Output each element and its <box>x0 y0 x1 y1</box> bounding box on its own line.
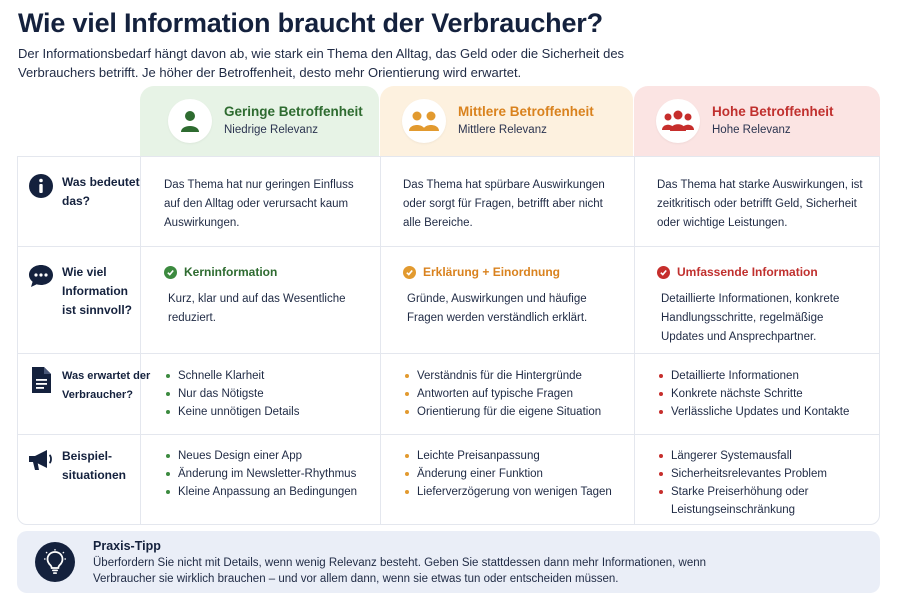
check-circle-icon <box>164 266 177 279</box>
cell-examples-medium: Leichte Preisanpassung Änderung einer Fu… <box>403 447 623 501</box>
column-title: Geringe Betroffenheit <box>224 104 363 119</box>
comparison-table: Was bedeutet das? Das Thema hat nur geri… <box>17 156 880 525</box>
column-title: Hohe Betroffenheit <box>712 104 834 119</box>
cell-heading: Umfassende Information <box>677 265 818 279</box>
list-item: Orientierung für die eigene Situation <box>403 403 623 421</box>
column-header-medium: Mittlere Betroffenheit Mittlere Relevanz <box>380 86 633 156</box>
cell-text: Kurz, klar und auf das Wesentliche reduz… <box>168 293 346 324</box>
row-label-amount: Wie viel Information ist sinnvoll? <box>28 263 142 320</box>
page-title: Wie viel Information braucht der Verbrau… <box>18 8 603 38</box>
list-item: Detaillierte Informationen <box>657 367 872 385</box>
column-header-high: Hohe Betroffenheit Hohe Relevanz <box>634 86 880 156</box>
list-item: Neues Design einer App <box>164 447 369 465</box>
cell-heading: Kerninformation <box>184 265 278 279</box>
list-item: Antworten auf typische Fragen <box>403 385 623 403</box>
row-label-text: Wie viel Information ist sinnvoll? <box>62 265 133 317</box>
list-item: Sicherheitsrelevantes Problem <box>657 465 857 483</box>
list-item: Kleine Anpassung an Bedingungen <box>164 483 369 501</box>
cell-meaning-low: Das Thema hat nur geringen Einfluss auf … <box>164 179 354 229</box>
column-title: Mittlere Betroffenheit <box>458 104 594 119</box>
list-item: Konkrete nächste Schritte <box>657 385 872 403</box>
lightbulb-icon <box>35 542 75 582</box>
check-circle-icon <box>403 266 416 279</box>
cell-heading: Erklärung + Einordnung <box>423 265 561 279</box>
column-subtitle: Niedrige Relevanz <box>224 124 318 136</box>
document-icon <box>28 367 54 393</box>
check-circle-icon <box>657 266 670 279</box>
list-item: Keine unnötigen Details <box>164 403 369 421</box>
column-subtitle: Hohe Relevanz <box>712 124 791 136</box>
column-header-low: Geringe Betroffenheit Niedrige Relevanz <box>140 86 379 156</box>
tip-title: Praxis-Tipp <box>93 538 161 553</box>
list-item: Starke Preiserhöhung oder Leistungseinsc… <box>657 483 857 519</box>
cell-text: Gründe, Auswirkungen und häufige Fragen … <box>407 293 588 324</box>
row-label-text: Beispiel-situationen <box>62 449 127 482</box>
tip-text: Überfordern Sie nicht mit Details, wenn … <box>93 556 707 585</box>
cell-examples-low: Neues Design einer App Änderung im Newsl… <box>164 447 369 501</box>
single-person-icon <box>168 99 212 143</box>
cell-meaning-high: Das Thema hat starke Auswirkungen, ist z… <box>657 179 863 229</box>
list-item: Verständnis für die Hintergründe <box>403 367 623 385</box>
list-item: Änderung im Newsletter-Rhythmus <box>164 465 369 483</box>
row-label-text: Was bedeutet das? <box>62 175 140 208</box>
page-subtitle: Der Informationsbedarf hängt davon ab, w… <box>18 46 625 80</box>
list-item: Schnelle Klarheit <box>164 367 369 385</box>
list-item: Längerer Systemausfall <box>657 447 857 465</box>
cell-meaning-medium: Das Thema hat spürbare Auswirkungen oder… <box>403 179 605 229</box>
list-item: Änderung einer Funktion <box>403 465 623 483</box>
two-people-icon <box>402 99 446 143</box>
group-people-icon <box>656 99 700 143</box>
megaphone-icon <box>28 447 54 473</box>
row-label-meaning: Was bedeutet das? <box>28 173 142 211</box>
cell-expectation-high: Detaillierte Informationen Konkrete näch… <box>657 367 872 421</box>
list-item: Lieferverzögerung von wenigen Tagen <box>403 483 623 501</box>
cell-expectation-medium: Verständnis für die Hintergründe Antwort… <box>403 367 623 421</box>
cell-amount-low: Kerninformation Kurz, klar und auf das W… <box>164 263 369 328</box>
list-item: Nur das Nötigste <box>164 385 369 403</box>
list-item: Verlässliche Updates und Kontakte <box>657 403 872 421</box>
cell-text: Detaillierte Informationen, konkrete Han… <box>661 293 840 343</box>
cell-amount-medium: Erklärung + Einordnung Gründe, Auswirkun… <box>403 263 618 328</box>
chat-bubble-icon <box>28 263 54 289</box>
row-label-examples: Beispiel-situationen <box>28 447 142 485</box>
row-label-text: Was erwartet der Verbraucher? <box>62 370 151 401</box>
cell-amount-high: Umfassende Information Detaillierte Info… <box>657 263 867 347</box>
info-icon <box>28 173 54 199</box>
practice-tip-box: Praxis-Tipp Überfordern Sie nicht mit De… <box>17 531 880 593</box>
column-subtitle: Mittlere Relevanz <box>458 124 547 136</box>
list-item: Leichte Preisanpassung <box>403 447 623 465</box>
cell-expectation-low: Schnelle Klarheit Nur das Nötigste Keine… <box>164 367 369 421</box>
cell-examples-high: Längerer Systemausfall Sicherheitsreleva… <box>657 447 857 519</box>
row-label-expectation: Was erwartet der Verbraucher? <box>28 367 152 405</box>
